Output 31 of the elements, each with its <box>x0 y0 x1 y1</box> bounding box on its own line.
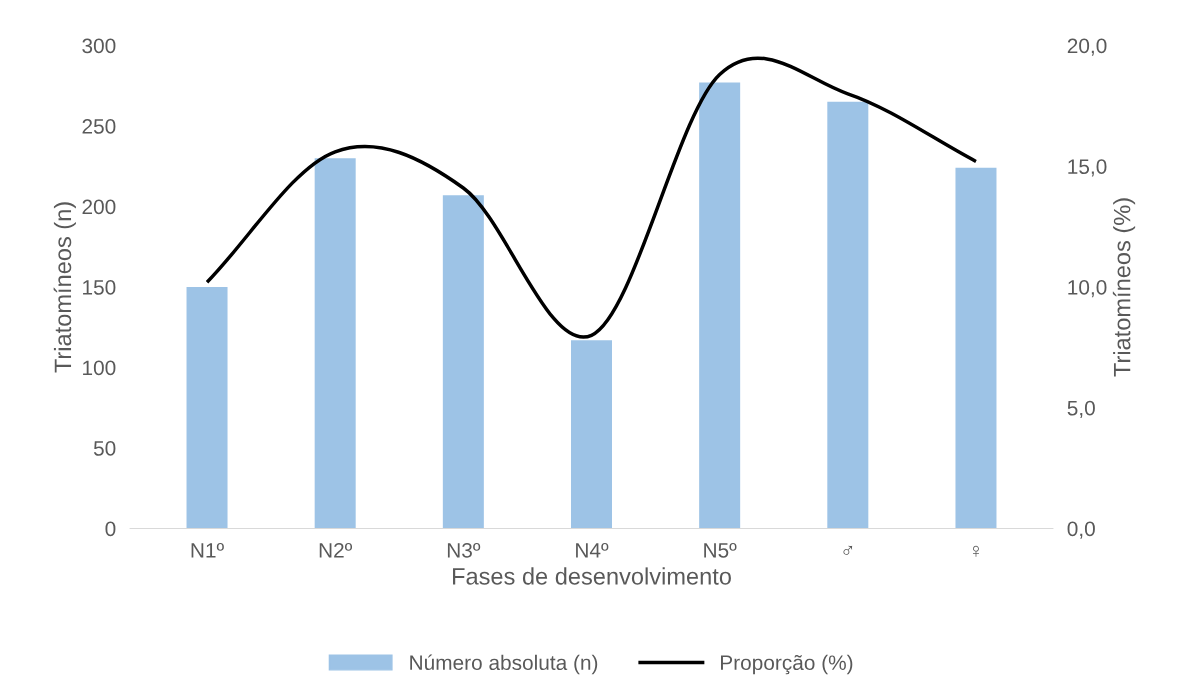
y2-tick-label: 20,0 <box>1067 38 1107 56</box>
y-tick-label: 200 <box>82 199 116 215</box>
x-tick-label: ♂ <box>843 545 853 555</box>
x-tick-label: N4º <box>576 542 609 558</box>
y-tick-label: 50 <box>93 441 116 456</box>
x-axis-title: Fases de desenvolvimento <box>453 567 731 585</box>
bar <box>570 340 613 529</box>
x-tick-label: N5º <box>704 542 737 558</box>
y-tick-label: 250 <box>82 119 116 134</box>
bar <box>186 287 228 529</box>
x-tick-label: N2º <box>319 542 353 558</box>
x-tick-label: N3º <box>447 542 481 558</box>
bar <box>827 101 869 529</box>
y-tick-label: 300 <box>82 38 116 54</box>
x-tick-label: N1º <box>191 542 224 558</box>
y-tick-label: 100 <box>83 360 116 376</box>
y-tick-label: 0 <box>105 521 116 537</box>
y-tick-label: 150 <box>83 280 116 295</box>
bar <box>699 82 741 529</box>
legend-label: Proporção (%) <box>721 654 853 675</box>
y2-tick-label: 5,0 <box>1067 400 1095 418</box>
bar <box>442 195 484 529</box>
y2-axis-title: Triatomíneos (%) <box>1112 198 1136 377</box>
x-tick-label: ♀ <box>972 545 979 557</box>
legend-label: Número absoluta (n) <box>410 654 598 675</box>
y-axis-title: Triatomíneos (n) <box>53 202 76 373</box>
bar <box>314 158 356 529</box>
bar <box>955 167 997 529</box>
y2-tick-label: 10,0 <box>1068 280 1107 298</box>
y2-tick-label: 0,0 <box>1067 521 1095 539</box>
y2-tick-label: 15,0 <box>1068 159 1107 177</box>
